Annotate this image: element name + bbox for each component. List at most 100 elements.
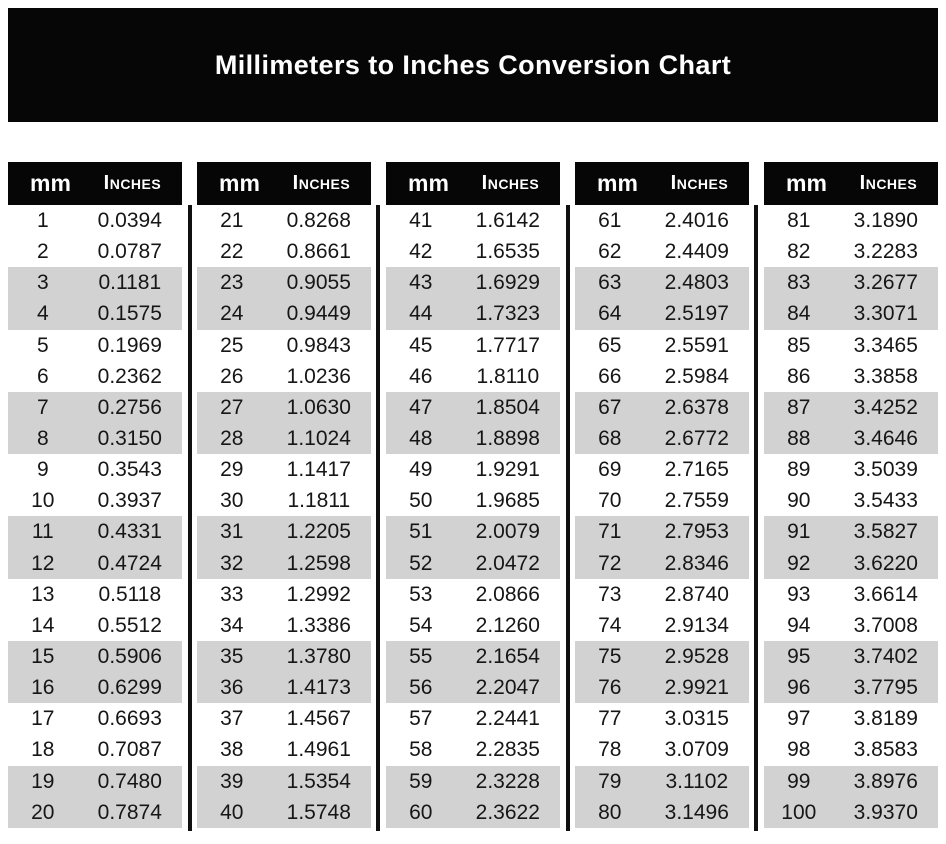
- inches-value: 0.9449: [286, 302, 351, 326]
- table-row: 21 0.8268: [197, 205, 371, 236]
- inches-value: 1.8110: [476, 364, 540, 388]
- table-row: 10 0.3937: [8, 485, 182, 516]
- mm-value: 73: [598, 582, 622, 606]
- inches-value: 2.8346: [664, 551, 729, 575]
- inches-value: 0.6693: [97, 707, 162, 731]
- inches-column-header: Inches: [103, 172, 162, 194]
- table-row: 64 2.5197: [575, 298, 749, 330]
- conversion-table: mm Inches 21 0.8268 22 0.8661 23 0.9055 24 0.94…: [197, 162, 371, 828]
- mm-value: 15: [31, 645, 55, 669]
- mm-value: 1: [36, 209, 49, 233]
- inches-value: 2.1260: [475, 613, 540, 637]
- mm-value: 4: [36, 302, 49, 326]
- table-row: 19 0.7480: [8, 765, 182, 797]
- mm-value: 39: [220, 769, 244, 793]
- mm-value: 32: [220, 551, 244, 575]
- inches-value: 3.2677: [853, 271, 918, 295]
- inches-value: 1.9291: [475, 458, 540, 482]
- inches-value: 3.4252: [853, 395, 918, 419]
- table-row: 11 0.4331: [8, 516, 182, 548]
- mm-value: 62: [598, 240, 622, 264]
- mm-value: 52: [409, 551, 433, 575]
- table-row: 88 3.4646: [764, 422, 938, 455]
- inches-value: 3.6220: [853, 551, 918, 575]
- mm-value: 89: [787, 458, 811, 482]
- inches-value: 3.7795: [853, 676, 918, 700]
- inches-value: 1.0630: [286, 395, 351, 419]
- inches-value: 2.2835: [475, 738, 540, 762]
- mm-value: 27: [220, 395, 244, 419]
- inches-value: 3.7402: [853, 645, 918, 669]
- inches-value: 2.1654: [475, 645, 540, 669]
- mm-value: 46: [409, 364, 433, 388]
- table-row: 30 1.1811: [197, 485, 371, 516]
- inches-value: 2.5591: [664, 333, 729, 357]
- mm-value: 91: [787, 520, 811, 544]
- inches-value: 2.4803: [664, 271, 729, 295]
- mm-value: 21: [220, 209, 244, 233]
- inches-value: 2.6772: [664, 427, 729, 451]
- mm-value: 33: [220, 582, 244, 606]
- table-row: 45 1.7717: [386, 330, 560, 361]
- table-row: 23 0.9055: [197, 267, 371, 299]
- mm-value: 25: [220, 333, 244, 357]
- inches-value: 1.1417: [286, 458, 351, 482]
- inches-value: 2.9528: [664, 645, 729, 669]
- inches-value: 3.5827: [853, 520, 918, 544]
- mm-column-header: mm: [786, 170, 827, 196]
- table-header: mm Inches: [386, 162, 560, 205]
- table-row: 9 0.3543: [8, 454, 182, 485]
- inches-value: 3.1890: [853, 209, 918, 233]
- mm-column-header: mm: [597, 170, 638, 196]
- mm-value: 99: [787, 769, 811, 793]
- table-row: 40 1.5748: [197, 796, 371, 828]
- table-row: 61 2.4016: [575, 205, 749, 236]
- table-row: 76 2.9921: [575, 672, 749, 704]
- table-row: 16 0.6299: [8, 672, 182, 704]
- inches-value: 2.4016: [664, 209, 729, 233]
- table-row: 97 3.8189: [764, 703, 938, 734]
- mm-value: 59: [409, 769, 433, 793]
- mm-value: 86: [787, 364, 811, 388]
- mm-value: 78: [598, 738, 622, 762]
- table-row: 70 2.7559: [575, 485, 749, 516]
- inches-value: 0.0787: [97, 240, 162, 264]
- mm-value: 29: [220, 458, 244, 482]
- mm-value: 65: [598, 333, 622, 357]
- title-banner: Millimeters to Inches Conversion Chart: [8, 8, 938, 122]
- table-row: 3 0.1181: [8, 267, 182, 299]
- inches-value: 1.2205: [286, 520, 351, 544]
- inches-value: 0.5118: [98, 582, 162, 606]
- inches-value: 1.2598: [286, 551, 351, 575]
- table-row: 93 3.6614: [764, 579, 938, 610]
- table-row: 17 0.6693: [8, 703, 182, 734]
- mm-value: 98: [787, 738, 811, 762]
- table-row: 44 1.7323: [386, 298, 560, 330]
- mm-value: 43: [409, 271, 433, 295]
- inches-value: 1.6929: [475, 271, 540, 295]
- inches-value: 3.2283: [853, 240, 918, 264]
- inches-value: 2.9134: [664, 613, 729, 637]
- table-row: 46 1.8110: [386, 361, 560, 392]
- table-row: 50 1.9685: [386, 485, 560, 516]
- mm-value: 92: [787, 551, 811, 575]
- mm-value: 68: [598, 427, 622, 451]
- inches-value: 2.0866: [475, 582, 540, 606]
- inches-value: 3.0709: [664, 738, 729, 762]
- table-header: mm Inches: [575, 162, 749, 205]
- inches-value: 2.3228: [475, 769, 540, 793]
- inches-value: 2.0079: [475, 520, 540, 544]
- table-row: 35 1.3780: [197, 640, 371, 673]
- mm-value: 36: [220, 676, 244, 700]
- mm-value: 19: [31, 769, 55, 793]
- mm-value: 57: [409, 707, 433, 731]
- mm-value: 94: [787, 613, 811, 637]
- conversion-table: mm Inches 61 2.4016 62 2.4409 63 2.4803 64 2.51…: [575, 162, 749, 828]
- inches-value: 1.4567: [286, 707, 351, 731]
- inches-column-header: Inches: [292, 172, 351, 194]
- inches-value: 1.3386: [286, 613, 351, 637]
- inches-value: 3.9370: [853, 800, 918, 824]
- column-divider: [376, 205, 380, 831]
- mm-value: 76: [598, 676, 622, 700]
